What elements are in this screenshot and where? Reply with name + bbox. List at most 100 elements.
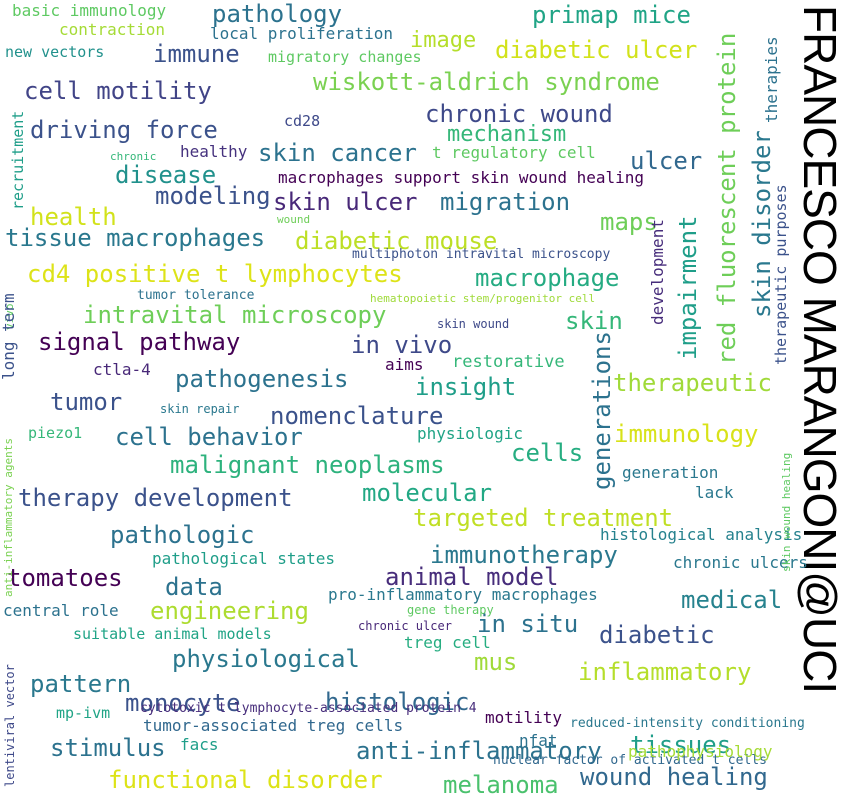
cloud-word: therapeutic <box>613 369 772 397</box>
cloud-word: cell motility <box>24 77 212 105</box>
cloud-word: multiphoton intravital microscopy <box>352 247 611 262</box>
cloud-word: local proliferation <box>210 24 394 43</box>
cloud-word: red fluorescent protein <box>713 32 741 365</box>
cloud-word: chronic ulcers <box>673 553 808 572</box>
cloud-word: generation <box>622 463 719 482</box>
cloud-word: stimulus <box>50 734 166 762</box>
cloud-word: animal model <box>385 563 559 591</box>
cloud-word: data <box>165 573 223 601</box>
cloud-word: targeted treatment <box>413 504 674 532</box>
cloud-word: pathophysiology <box>628 742 773 761</box>
cloud-word: pathological states <box>152 549 336 568</box>
cloud-word: recruitment <box>9 110 27 210</box>
cloud-word: anti-inflammatory <box>356 737 602 765</box>
cloud-word: mp-ivm <box>56 704 111 722</box>
cloud-word: treg cell <box>404 633 491 652</box>
cloud-word: aims <box>385 355 424 374</box>
cloud-word: wound healing <box>580 763 768 791</box>
cloud-word: histological analysis <box>600 525 803 544</box>
cloud-word: wiskott-aldrich syndrome <box>313 68 660 96</box>
cloud-word: maps <box>600 208 658 236</box>
cloud-word: ulcer <box>630 147 703 175</box>
cloud-word: ctla-4 <box>93 360 151 379</box>
cloud-word: histologic <box>325 688 470 716</box>
cloud-word: pro-inflammatory macrophages <box>328 585 598 604</box>
cloud-word: facs <box>180 735 219 754</box>
cloud-word: chronic wound <box>425 100 613 128</box>
cloud-word: primap mice <box>532 1 691 29</box>
cloud-word: chronic <box>110 150 157 163</box>
cloud-word: immunotherapy <box>430 541 618 569</box>
cloud-word: diabetic <box>599 621 715 649</box>
cloud-word: tissue macrophages <box>5 224 266 252</box>
cloud-word: macrophage <box>475 264 620 292</box>
cloud-word: therapy development <box>18 484 293 512</box>
cloud-word: immune <box>153 40 240 68</box>
cloud-word: lack <box>695 483 734 502</box>
cloud-word: cd4 positive t lymphocytes <box>27 260 403 288</box>
cloud-word: new vectors <box>5 43 105 61</box>
cloud-word: motility <box>485 708 563 727</box>
cloud-word: suitable animal models <box>73 625 272 643</box>
cloud-word: skin <box>565 307 623 335</box>
cloud-word: development <box>648 219 667 325</box>
cloud-word: diabetic mouse <box>295 227 498 255</box>
cloud-word: nuclear factor of activated t cells <box>493 753 767 768</box>
cloud-word: chronic ulcer <box>358 619 452 633</box>
cloud-word: migratory changes <box>268 48 422 66</box>
cloud-word: pattern <box>30 670 132 698</box>
cloud-word: mus <box>474 648 518 676</box>
cloud-word: pathology <box>212 0 343 28</box>
cloud-word: contraction <box>59 20 165 39</box>
cloud-word: health <box>30 203 117 231</box>
cloud-word: immunology <box>614 420 759 448</box>
cloud-word: in vivo <box>351 331 453 359</box>
cloud-word: migration <box>440 188 571 216</box>
cloud-word: lentiviral vector <box>3 664 17 787</box>
cloud-word: physiological <box>172 645 360 673</box>
cloud-word: therapeutic purposes <box>772 184 790 365</box>
cloud-word: skin wound <box>437 317 510 331</box>
cloud-word: skin repair <box>160 402 240 416</box>
cloud-word: nfat <box>519 731 558 750</box>
cloud-word: tumor-associated treg cells <box>143 716 404 735</box>
cloud-word: medical <box>681 586 783 614</box>
cloud-word: monocyte <box>125 689 241 717</box>
author-watermark: FRANCESCO MARANGONI@UCI <box>794 5 846 694</box>
cloud-word: t regulatory cell <box>432 143 596 162</box>
cloud-word: mechanism <box>447 122 567 147</box>
cloud-word: driving force <box>30 116 218 144</box>
cloud-word: healthy <box>180 142 248 161</box>
cloud-word: anti-inflammatory agents <box>2 438 15 597</box>
cloud-word: hematopoietic stem/progenitor cell <box>370 292 596 305</box>
cloud-word: cytotoxic t lymphocyte-associated protei… <box>140 701 477 716</box>
cloud-word: insight <box>415 373 517 401</box>
cloud-word: pathogenesis <box>175 365 349 393</box>
cloud-word: piezo1 <box>28 424 83 442</box>
cloud-word: disease <box>115 161 217 189</box>
cloud-word: pathologic <box>110 521 255 549</box>
cloud-word: molecular <box>362 479 493 507</box>
cloud-word: generations <box>588 331 616 490</box>
cloud-word: skin ulcer <box>273 188 418 216</box>
cloud-word: gene therapy <box>407 603 494 617</box>
cloud-word: cd28 <box>284 112 321 130</box>
cloud-word: cells <box>511 439 584 467</box>
cloud-word: restorative <box>452 352 565 372</box>
cloud-word: nomenclature <box>270 402 444 430</box>
cloud-word: long term <box>0 293 18 380</box>
cloud-word: skin disorder <box>748 130 776 318</box>
cloud-word: therapies <box>762 36 781 123</box>
cloud-word: signal pathway <box>38 328 241 356</box>
cloud-word: melanoma <box>443 771 559 799</box>
cloud-word: intravital microscopy <box>83 301 387 329</box>
cloud-word: macrophages support skin wound healing <box>278 168 645 187</box>
cloud-word: cell behavior <box>115 423 303 451</box>
cloud-word: tumor <box>50 388 123 416</box>
cloud-word: malignant neoplasms <box>170 451 445 479</box>
cloud-word: engineering <box>150 597 309 625</box>
cloud-word: tomatoes <box>7 564 123 592</box>
cloud-word: modeling <box>155 182 271 210</box>
cloud-word: impairment <box>674 215 702 361</box>
